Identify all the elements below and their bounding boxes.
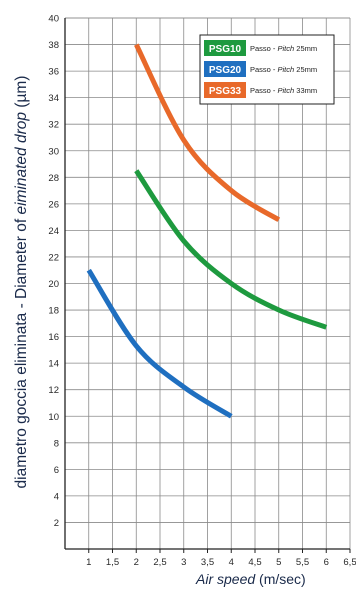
legend-badge-psg20 — [204, 61, 246, 77]
y-tick-label: 10 — [48, 412, 59, 423]
y-tick-label: 30 — [48, 146, 59, 157]
series-line-psg20 — [86, 268, 233, 419]
x-axis-label-part1: Air speed — [195, 571, 256, 587]
y-tick-label: 20 — [48, 279, 59, 290]
x-tick-label: 6,5 — [343, 557, 356, 568]
x-tick-labels: 1 1,5 2 2,5 3 3,5 4 4,5 5 5,5 6 6,5 — [86, 557, 356, 568]
y-tick-label: 34 — [48, 93, 59, 104]
legend-label-suffix: 25mm — [294, 65, 317, 74]
legend-label-psg20: Passo - Pitch 25mm — [250, 65, 317, 74]
y-tick-label: 24 — [48, 226, 59, 237]
y-axis-label-part3: (µm) — [13, 76, 30, 112]
x-tick-label: 2,5 — [153, 557, 166, 568]
x-tick-label: 3 — [181, 557, 186, 568]
legend-label-prefix: Passo - — [250, 86, 278, 95]
legend-label-prefix: Passo - — [250, 44, 278, 53]
x-tick-label: 2 — [134, 557, 139, 568]
series-lines — [86, 43, 328, 419]
series-line-psg33 — [134, 43, 281, 222]
legend-label-italic: Pitch — [278, 44, 295, 53]
legend: PSG10 Passo - Pitch 25mm PSG20 Passo - Pitc… — [199, 34, 335, 105]
legend-badge-label-psg33: PSG33 — [209, 86, 242, 97]
legend-label-prefix: Passo - — [250, 65, 278, 74]
x-tick-label: 4 — [229, 557, 234, 568]
y-tick-label: 40 — [48, 14, 59, 25]
legend-label-italic: Pitch — [278, 86, 295, 95]
x-tick-label: 5,5 — [296, 557, 309, 568]
x-tick-label: 3,5 — [201, 557, 214, 568]
y-tick-label: 14 — [48, 359, 59, 370]
x-axis-label-part2: (m/sec) — [255, 571, 306, 587]
y-tick-label: 36 — [48, 67, 59, 78]
axes — [64, 18, 351, 553]
x-tick-label: 1 — [86, 557, 91, 568]
y-axis-label-part1: diametro goccia eliminata - Diameter of — [13, 215, 30, 489]
y-tick-label: 2 — [54, 518, 59, 529]
y-tick-label: 18 — [48, 306, 59, 317]
y-tick-label: 4 — [54, 491, 59, 502]
y-tick-label: 12 — [48, 385, 59, 396]
legend-label-psg10: Passo - Pitch 25mm — [250, 44, 317, 53]
x-tick-label: 5 — [276, 557, 281, 568]
legend-badge-label-psg10: PSG10 — [209, 44, 242, 55]
legend-badge-psg33 — [204, 82, 246, 98]
legend-label-italic: Pitch — [278, 65, 295, 74]
legend-badge-psg10 — [204, 40, 246, 56]
y-tick-label: 6 — [54, 465, 59, 476]
x-tick-label: 1,5 — [106, 557, 119, 568]
x-tick-label: 4,5 — [248, 557, 261, 568]
x-axis-label: Air speed (m/sec) — [195, 571, 306, 587]
series-line-psg10 — [134, 169, 328, 330]
legend-badge-label-psg20: PSG20 — [209, 65, 242, 76]
y-tick-label: 16 — [48, 332, 59, 343]
y-axis-label-part2: eiminated drop — [13, 112, 30, 215]
x-tick-label: 6 — [324, 557, 329, 568]
y-tick-label: 32 — [48, 120, 59, 131]
legend-label-suffix: 25mm — [294, 44, 317, 53]
legend-label-psg33: Passo - Pitch 33mm — [250, 86, 317, 95]
y-axis-label: diametro goccia eliminata - Diameter of … — [13, 76, 30, 489]
grid — [65, 17, 351, 549]
legend-label-suffix: 33mm — [294, 86, 317, 95]
y-tick-label: 28 — [48, 173, 59, 184]
y-tick-label: 38 — [48, 40, 59, 51]
y-tick-label: 22 — [48, 252, 59, 263]
y-tick-label: 26 — [48, 199, 59, 210]
y-tick-label: 8 — [54, 438, 59, 449]
